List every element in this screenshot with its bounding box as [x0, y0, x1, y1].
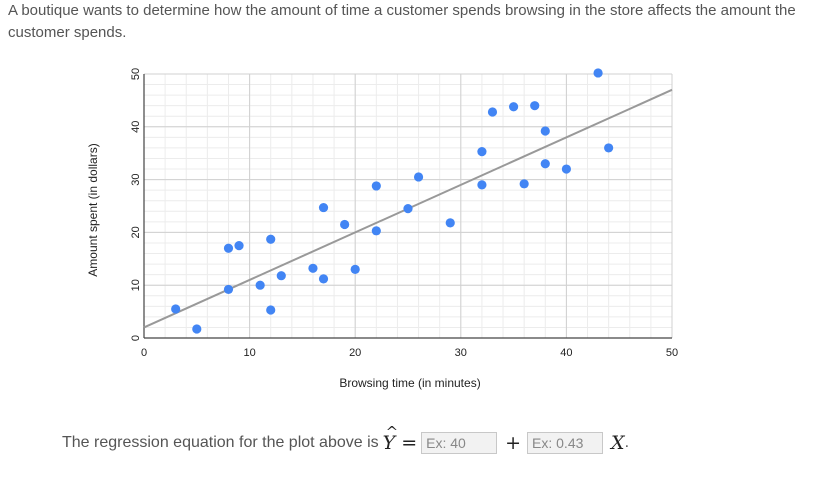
data-point: [234, 241, 244, 251]
y-tick-label: 0: [130, 335, 142, 341]
data-point: [403, 204, 413, 214]
x-variable: X: [611, 432, 625, 454]
slope-input[interactable]: [527, 432, 604, 454]
data-point: [318, 274, 329, 284]
y-axis-label-wrap: Amount spent (in dollars): [83, 143, 103, 276]
data-point: [371, 226, 381, 236]
intercept-input[interactable]: [421, 432, 498, 454]
data-point: [477, 147, 487, 157]
x-tick-label: 40: [560, 347, 572, 359]
regression-equation: The regression equation for the plot abo…: [62, 423, 630, 454]
data-point: [477, 180, 487, 190]
data-point: [350, 264, 360, 274]
data-point: [371, 181, 381, 191]
y-axis-label: Amount spent (in dollars): [86, 143, 100, 277]
data-point: [308, 263, 318, 273]
data-point: [276, 271, 286, 281]
hat-symbol: ^: [385, 423, 399, 441]
data-point: [530, 101, 540, 111]
data-point: [508, 102, 519, 112]
data-point: [255, 280, 265, 290]
plus-sign: +: [505, 432, 522, 454]
data-point: [223, 243, 234, 253]
y-tick-label: 50: [130, 68, 142, 80]
x-tick-label: 0: [141, 347, 147, 359]
y-hat-symbol: ^ Y: [382, 423, 399, 454]
period: .: [624, 434, 630, 451]
data-point: [519, 179, 529, 189]
equals-sign: =: [401, 432, 418, 454]
data-point: [593, 68, 603, 78]
y-tick-label: 30: [130, 173, 142, 185]
question-text: A boutique wants to determine how the am…: [8, 2, 796, 41]
data-point: [413, 172, 424, 182]
data-point: [223, 284, 234, 295]
scatter-chart: 0 10 20 30 40 50 0 10 20 30 40 50: [130, 68, 678, 359]
equation-prefix: The regression equation for the plot abo…: [62, 434, 379, 451]
data-point: [561, 164, 572, 174]
data-point: [540, 126, 550, 136]
x-tick-label: 10: [243, 347, 255, 359]
data-point: [340, 219, 350, 230]
x-tick-label: 50: [666, 347, 678, 359]
x-tick-label: 20: [349, 347, 361, 359]
data-point: [487, 107, 498, 117]
x-axis-label: Browsing time (in minutes): [339, 376, 481, 390]
data-point: [266, 305, 276, 315]
y-variable: Y: [382, 432, 396, 454]
data-point: [604, 143, 614, 153]
y-tick-label: 20: [130, 226, 142, 238]
data-point: [318, 202, 329, 213]
data-point: [192, 324, 202, 334]
data-point: [445, 218, 455, 228]
data-point: [266, 234, 276, 244]
x-tick-label: 30: [455, 347, 467, 359]
data-point: [540, 159, 550, 169]
data-point: [171, 304, 181, 314]
y-tick-label: 10: [130, 279, 142, 291]
y-tick-label: 40: [130, 121, 142, 133]
